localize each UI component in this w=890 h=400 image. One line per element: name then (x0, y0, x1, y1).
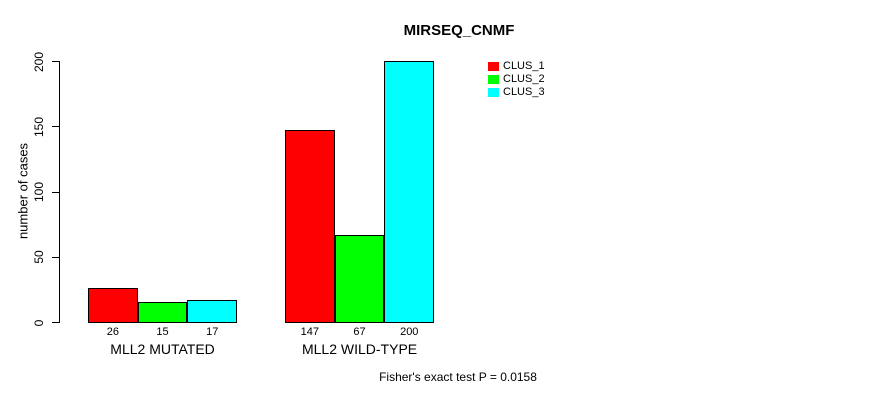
bar-value-label: 67 (353, 326, 366, 338)
legend-item-label: CLUS_2 (503, 73, 545, 85)
y-tick-label: 0 (32, 319, 46, 326)
bar-value-label: 26 (106, 326, 119, 338)
bar-CLUS_2 (334, 234, 385, 323)
legend-swatch-icon (488, 62, 499, 71)
y-tick-label: 200 (32, 51, 46, 72)
y-tick-mark (52, 322, 59, 323)
bar-CLUS_3 (384, 61, 435, 323)
bar-CLUS_1 (88, 288, 138, 323)
y-tick-label: 100 (32, 181, 46, 203)
y-tick-mark (52, 256, 59, 258)
x-category-label: MLL2 WILD-TYPE (301, 341, 418, 357)
y-tick-mark (52, 61, 59, 62)
legend-item: CLUS_2 (488, 73, 545, 86)
legend-swatch-icon (488, 75, 499, 84)
bar-value-label: 147 (300, 326, 320, 338)
legend-item-label: CLUS_1 (503, 60, 545, 72)
x-category-label: MLL2 MUTATED (110, 341, 215, 357)
legend-item: CLUS_3 (488, 86, 545, 99)
y-tick-label: 150 (32, 116, 46, 137)
bar-value-label: 200 (400, 326, 419, 338)
fisher-test-annotation: Fisher's exact test P = 0.0158 (379, 370, 537, 384)
y-tick-mark (52, 126, 59, 128)
y-axis-line (59, 61, 60, 323)
y-tick-label: 50 (32, 250, 46, 264)
y-axis-label: number of cases (15, 142, 31, 240)
bar-CLUS_2 (137, 302, 188, 323)
chart-title: MIRSEQ_CNMF (403, 22, 515, 39)
y-tick-mark (52, 191, 59, 193)
legend-item: CLUS_1 (488, 60, 545, 73)
bar-value-label: 15 (156, 326, 169, 338)
legend-item-label: CLUS_3 (503, 86, 545, 98)
bar-CLUS_1 (285, 130, 335, 323)
legend: CLUS_1 CLUS_2 CLUS_3 (488, 60, 545, 99)
bar-value-label: 17 (206, 326, 219, 338)
legend-swatch-icon (488, 88, 499, 97)
bar-CLUS_3 (187, 299, 238, 323)
